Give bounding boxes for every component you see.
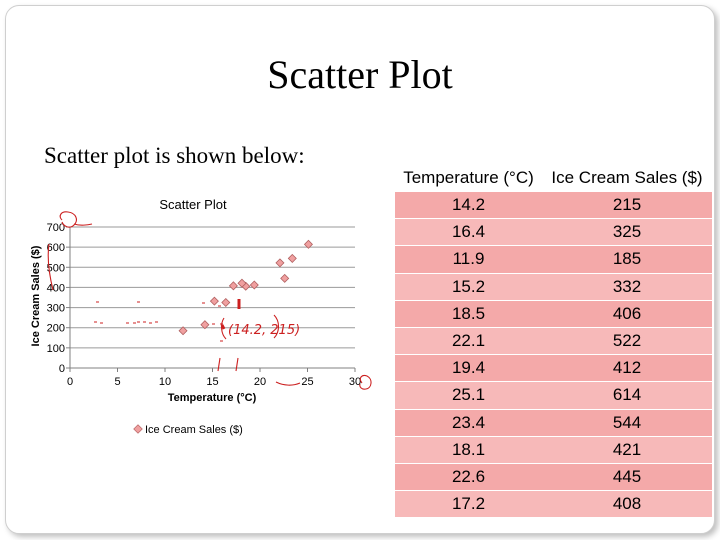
pen-stroke [275,381,301,386]
data-point [200,320,210,330]
cell-temperature: 14.2 [395,190,542,219]
cell-temperature: 22.1 [395,326,542,355]
slide: Scatter Plot Scatter plot is shown below… [5,5,715,534]
x-tick-label: 25 [301,376,313,388]
table-row: 23.4 544 [395,408,712,437]
cell-sales: 406 [542,299,712,328]
cell-sales: 522 [542,326,712,355]
data-point [275,258,285,268]
data-point [237,278,247,288]
cell-sales: 408 [542,490,712,518]
data-point [249,280,259,290]
table-row: 11.9 185 [395,245,712,274]
cell-temperature: 22.6 [395,462,542,491]
pen-stroke [235,357,239,372]
y-tick-label: 300 [47,303,65,315]
data-point [228,281,238,291]
table-row: 15.2 332 [395,272,712,301]
y-tick-label: 600 [47,242,65,254]
data-point [178,326,188,336]
table-row: 16.4 325 [395,218,712,246]
pen-stroke [217,357,221,372]
cell-sales: 412 [542,354,712,382]
table-row: 17.2 408 [395,490,712,518]
pen-stroke [59,211,77,228]
cell-sales: 325 [542,218,712,246]
cell-sales: 614 [542,381,712,409]
table-row: 22.6 445 [395,462,712,491]
cell-sales: 421 [542,435,712,464]
cell-temperature: 11.9 [395,245,542,274]
y-tick-label: 500 [47,262,65,274]
y-tick-label: 200 [47,323,65,335]
chart-legend: Ice Cream Sales ($) [133,424,243,436]
cell-temperature: 16.4 [395,218,542,246]
slide-title: Scatter Plot [267,52,453,97]
y-tick-label: 400 [47,282,65,294]
y-tick-label: 700 [47,222,65,234]
cell-sales: 544 [542,408,712,437]
cell-sales: 215 [542,190,712,219]
table-row: 22.1 522 [395,326,712,355]
chart-gridlines [70,226,355,349]
data-table: Temperature (°C) Ice Cream Sales ($) 14.… [395,165,712,518]
cell-temperature: 25.1 [395,381,542,409]
data-point [303,239,313,249]
pen-stroke [47,243,54,291]
table-row: 25.1 614 [395,381,712,409]
x-tick-label: 20 [254,376,266,388]
x-tick-label: 0 [67,376,73,388]
table-header-temperature: Temperature (°C) [395,165,542,192]
pen-stroke [73,223,93,226]
handwritten-label: (14.2, 215) [228,323,300,338]
cell-temperature: 23.4 [395,408,542,437]
cell-sales: 445 [542,462,712,491]
legend-label: Ice Cream Sales ($) [145,424,243,436]
chart-title: Scatter Plot [159,197,227,212]
x-axis-ticks: 0 5 10 15 20 25 30 [67,368,361,388]
legend-marker [133,424,143,434]
x-tick-label: 10 [159,376,171,388]
chart-axes [69,227,355,369]
data-point [287,253,297,263]
handwritten-annotations: (14.2, 215) [47,211,372,390]
cell-temperature: 15.2 [395,272,542,301]
x-tick-label: 15 [206,376,218,388]
data-point [221,298,231,308]
cell-temperature: 18.5 [395,299,542,328]
y-axis-ticks: 0 100 200 300 400 500 600 700 [47,222,70,375]
pen-mark [220,324,226,330]
scatter-chart: Scatter Plot 0 100 200 300 400 500 600 700 0 5 10… [30,197,372,436]
cell-sales: 332 [542,272,712,301]
cell-temperature: 17.2 [395,490,542,518]
x-axis-label: Temperature (°C) [168,392,257,404]
pen-stroke [273,314,280,339]
pen-stroke [359,374,372,390]
x-tick-label: 5 [114,376,120,388]
cell-sales: 185 [542,245,712,274]
y-axis-label: Ice Cream Sales ($) [30,245,42,346]
data-point [280,273,290,283]
table-row: 18.1 421 [395,435,712,464]
cell-temperature: 18.1 [395,435,542,464]
x-tick-label: 30 [349,376,361,388]
cell-temperature: 19.4 [395,354,542,382]
y-tick-label: 100 [47,343,65,355]
table-row: 19.4 412 [395,354,712,382]
table-header-sales: Ice Cream Sales ($) [542,165,712,192]
y-tick-label: 0 [59,363,65,375]
pen-stroke [221,317,227,340]
data-points [178,239,313,336]
table-row: 18.5 406 [395,299,712,328]
data-point [209,296,219,306]
slide-subtitle: Scatter plot is shown below: [44,143,305,168]
table-row: 14.2 215 [395,190,712,219]
table-header-row: Temperature (°C) Ice Cream Sales ($) [395,165,712,192]
